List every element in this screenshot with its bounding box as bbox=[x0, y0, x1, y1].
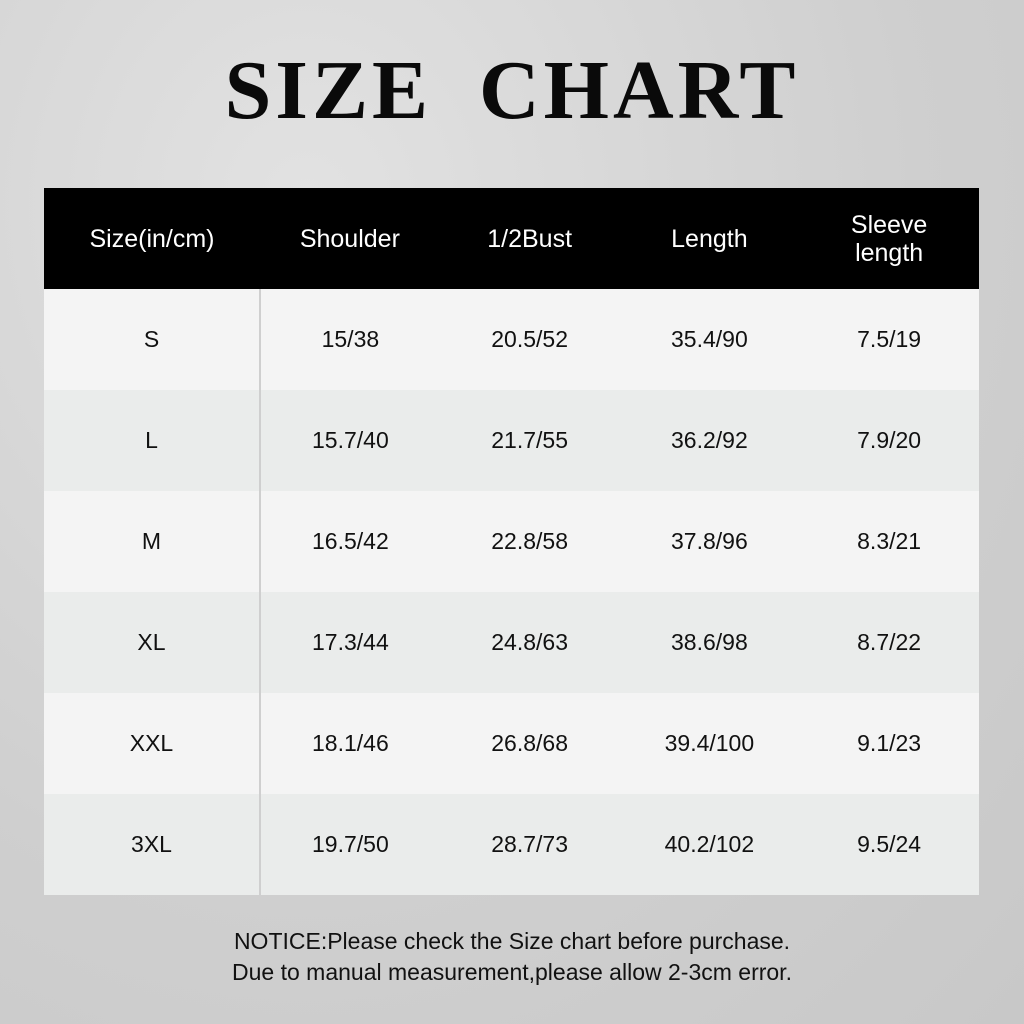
measurement-cell: 17.3/44 bbox=[260, 592, 440, 693]
notice: NOTICE:Please check the Size chart befor… bbox=[0, 926, 1024, 988]
measurement-cell: 9.1/23 bbox=[799, 693, 979, 794]
measurement-cell: 40.2/102 bbox=[619, 794, 800, 895]
page-title: SIZE CHART bbox=[224, 44, 800, 137]
measurement-cell: 21.7/55 bbox=[439, 390, 620, 491]
measurement-cell: 20.5/52 bbox=[439, 289, 620, 390]
column-header: Length bbox=[619, 188, 800, 289]
measurement-cell: 16.5/42 bbox=[260, 491, 440, 592]
column-header: 1/2Bust bbox=[439, 188, 620, 289]
notice-line-2: Due to manual measurement,please allow 2… bbox=[232, 959, 792, 985]
column-header: Shoulder bbox=[260, 188, 440, 289]
measurement-cell: 24.8/63 bbox=[439, 592, 620, 693]
measurement-cell: 37.8/96 bbox=[619, 491, 800, 592]
table-row: XXL 18.1/46 26.8/68 39.4/100 9.1/23 bbox=[44, 693, 979, 794]
measurement-cell: 35.4/90 bbox=[619, 289, 800, 390]
measurement-cell: 9.5/24 bbox=[799, 794, 979, 895]
measurement-cell: 36.2/92 bbox=[619, 390, 800, 491]
size-cell: 3XL bbox=[44, 794, 261, 895]
notice-line-1: NOTICE:Please check the Size chart befor… bbox=[233, 928, 791, 954]
table-header-row: Size(in/cm) Shoulder 1/2Bust Length Sleeve l… bbox=[44, 188, 979, 289]
measurement-cell: 39.4/100 bbox=[619, 693, 800, 794]
column-header: Size(in/cm) bbox=[44, 188, 260, 289]
size-cell: XL bbox=[44, 592, 261, 693]
measurement-cell: 7.9/20 bbox=[799, 390, 979, 491]
measurement-cell: 22.8/58 bbox=[439, 491, 620, 592]
measurement-cell: 8.7/22 bbox=[799, 592, 979, 693]
measurement-cell: 38.6/98 bbox=[619, 592, 800, 693]
size-cell: M bbox=[44, 491, 261, 592]
measurement-cell: 7.5/19 bbox=[799, 289, 979, 390]
table-row: M 16.5/42 22.8/58 37.8/96 8.3/21 bbox=[44, 491, 979, 592]
table-row: L 15.7/40 21.7/55 36.2/92 7.9/20 bbox=[44, 390, 979, 491]
column-header: Sleeve length bbox=[799, 188, 979, 289]
measurement-cell: 8.3/21 bbox=[799, 491, 979, 592]
measurement-cell: 15/38 bbox=[260, 289, 440, 390]
size-table: Size(in/cm) Shoulder 1/2Bust Length Sleeve l… bbox=[44, 188, 980, 895]
measurement-cell: 19.7/50 bbox=[260, 794, 440, 895]
table-row: S 15/38 20.5/52 35.4/90 7.5/19 bbox=[44, 289, 979, 390]
size-cell: L bbox=[44, 390, 261, 491]
measurement-cell: 26.8/68 bbox=[439, 693, 620, 794]
size-cell: S bbox=[44, 289, 261, 390]
measurement-cell: 28.7/73 bbox=[439, 794, 620, 895]
measurement-cell: 18.1/46 bbox=[260, 693, 440, 794]
table-row: 3XL 19.7/50 28.7/73 40.2/102 9.5/24 bbox=[44, 794, 979, 895]
size-cell: XXL bbox=[44, 693, 261, 794]
table-row: XL 17.3/44 24.8/63 38.6/98 8.7/22 bbox=[44, 592, 979, 693]
measurement-cell: 15.7/40 bbox=[260, 390, 440, 491]
